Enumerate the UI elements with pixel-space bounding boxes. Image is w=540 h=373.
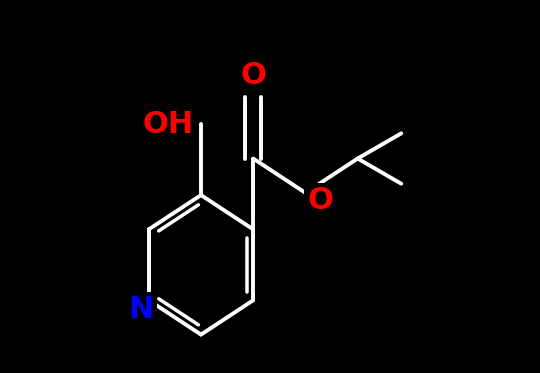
Text: N: N: [129, 295, 154, 324]
Text: OH: OH: [142, 110, 193, 139]
Text: O: O: [240, 60, 266, 90]
Text: O: O: [307, 186, 333, 215]
